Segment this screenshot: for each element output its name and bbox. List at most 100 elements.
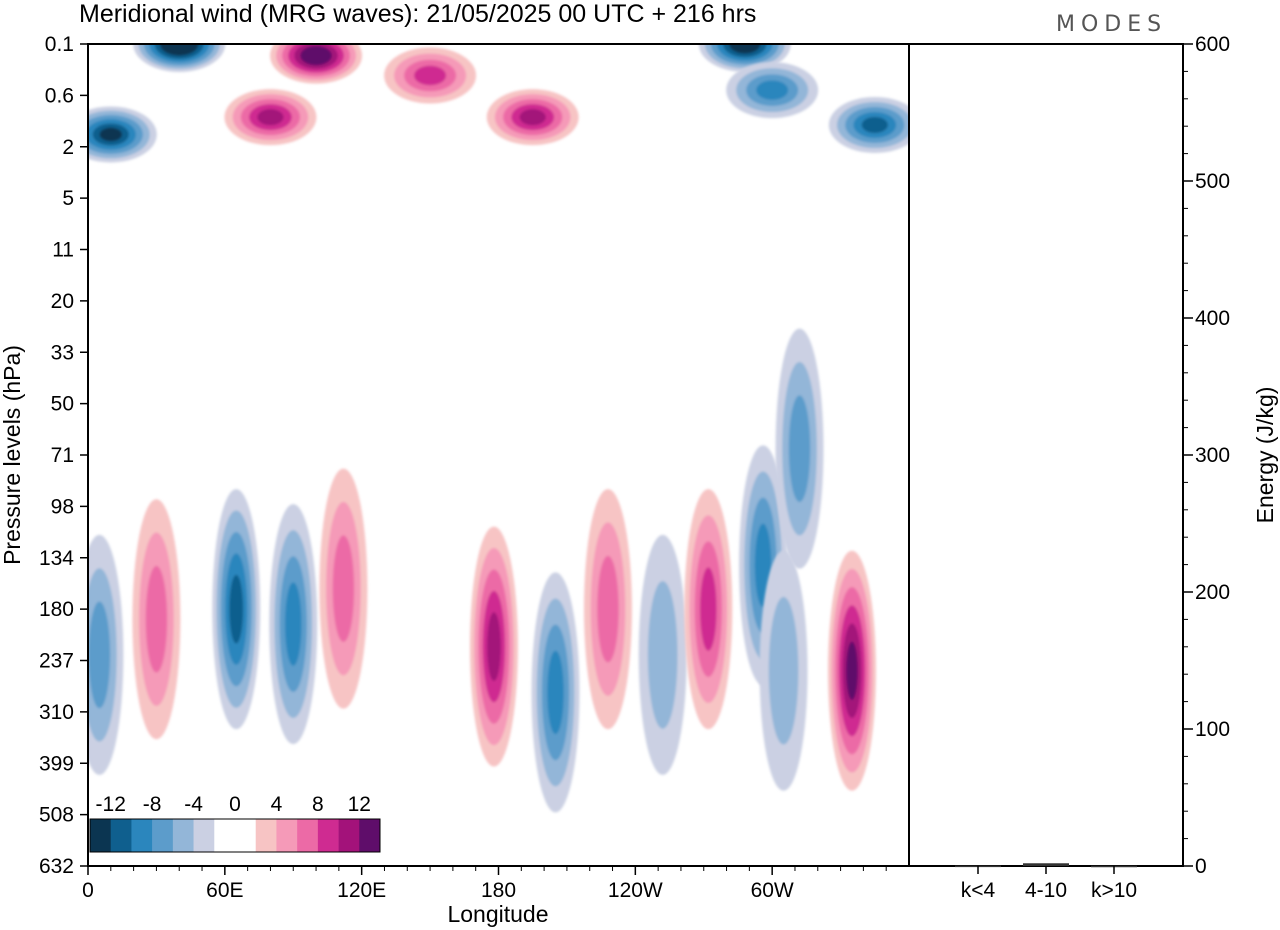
energy-tick-label: 200 [1195, 581, 1230, 604]
pressure-tick: 310 [39, 701, 88, 724]
pressure-tick-label: 632 [39, 855, 74, 878]
colorbar-swatch [214, 819, 236, 852]
pressure-tick: 98 [51, 495, 88, 518]
pressure-tick-label: 508 [39, 804, 74, 827]
contour-level [735, 44, 755, 50]
colorbar-label: 0 [229, 793, 241, 816]
colorbar-swatch [131, 819, 153, 852]
pressure-tick: 237 [39, 650, 88, 673]
pressure-tick-label: 71 [51, 444, 74, 467]
colorbar-label: 8 [312, 793, 324, 816]
pressure-tick: 20 [51, 290, 88, 313]
contour-level [170, 44, 188, 50]
category-label: k>10 [1091, 879, 1137, 902]
colorbar-swatch [110, 819, 132, 852]
pressure-tick: 0.1 [45, 33, 88, 56]
energy-bar [1023, 863, 1069, 866]
pressure-tick: 2 [62, 136, 88, 159]
contour-level [547, 650, 564, 735]
longitude-tick: 180 [481, 866, 614, 902]
pressure-tick-label: 310 [39, 701, 74, 724]
pressure-tick: 33 [51, 341, 88, 364]
contour-level [647, 581, 678, 729]
contour-feature [469, 526, 518, 767]
contour-level [756, 80, 789, 100]
contour-level [700, 567, 717, 651]
energy-tick-label: 0 [1195, 855, 1207, 878]
chart-title: Meridional wind (MRG waves): 21/05/2025 … [79, 0, 756, 28]
pressure-tick-label: 237 [39, 650, 74, 673]
pressure-tick-label: 20 [51, 290, 74, 313]
colorbar-swatch [297, 819, 319, 852]
contour-level [284, 582, 302, 666]
pressure-tick-label: 5 [62, 187, 74, 210]
longitude-tick-label: 180 [481, 879, 516, 902]
contour-feature [638, 534, 687, 775]
contour-feature [384, 47, 477, 104]
contour-feature [270, 44, 363, 84]
contour-feature [212, 489, 261, 730]
colorbar-swatch [152, 819, 174, 852]
pressure-tick: 50 [51, 393, 88, 416]
contour-level [145, 565, 168, 673]
colorbar-swatch [359, 819, 381, 852]
contour-level [306, 49, 326, 62]
energy-tick: 300 [1183, 444, 1230, 467]
contour-feature [684, 489, 733, 730]
energy-tick: 100 [1183, 718, 1230, 741]
colorbar-frame [89, 818, 381, 853]
contour-level [519, 109, 546, 126]
pressure-tick-label: 11 [52, 239, 74, 262]
contour-level [768, 596, 799, 745]
colorbar-swatch [172, 819, 194, 852]
pressure-tick: 71 [51, 444, 88, 467]
longitude-tick-label: 60W [751, 879, 794, 902]
colorbar: -12 -8 -4 0 4 8 12 [89, 793, 381, 853]
contour-feature [531, 572, 580, 813]
pressure-tick: 11 [52, 239, 88, 262]
longitude-tick-label: 60E [206, 879, 243, 902]
contour-feature [759, 550, 808, 791]
contour-feature [827, 550, 876, 791]
colorbar-swatch [255, 819, 277, 852]
contour-level [597, 555, 619, 663]
contour-field [88, 44, 909, 813]
energy-tick: 200 [1183, 581, 1230, 604]
pressure-tick: 632 [39, 855, 88, 878]
longitude-tick: 0 [82, 866, 203, 902]
pressure-tick: 5 [62, 187, 88, 210]
pressure-tick-label: 399 [39, 752, 74, 775]
colorbar-label: -12 [96, 793, 126, 816]
pressure-tick-label: 180 [39, 598, 74, 621]
contour-feature [269, 504, 318, 745]
category-label: k<4 [961, 879, 996, 902]
colorbar-label: -8 [143, 793, 162, 816]
energy-tick: 400 [1183, 307, 1230, 330]
energy-tick-label: 400 [1195, 307, 1230, 330]
energy-axis: 0 100 200 300 400 500 600 [1183, 33, 1230, 878]
pressure-tick: 508 [39, 804, 88, 827]
contour-level [414, 65, 447, 86]
contour-feature [88, 534, 124, 775]
pressure-tick-label: 98 [51, 495, 74, 518]
energy-axis-label: Energy (J/kg) [1252, 387, 1278, 524]
longitude-tick: 120E [337, 866, 477, 902]
longitude-tick: 120W [608, 866, 750, 902]
contour-level [788, 395, 811, 502]
x-axis-label: Longitude [447, 901, 548, 927]
contour-feature [726, 62, 819, 119]
colorbar-label: -4 [184, 793, 203, 816]
colorbar-swatch [276, 819, 298, 852]
longitude-tick-label: 0 [82, 879, 94, 902]
longitude-tick: 60W [751, 866, 887, 902]
colorbar-swatch [90, 819, 112, 852]
energy-tick: 600 [1183, 33, 1230, 56]
contour-feature [132, 499, 181, 740]
pressure-tick: 134 [39, 547, 88, 570]
colorbar-label: 12 [348, 793, 371, 816]
contour-level [861, 116, 888, 133]
pressure-tick: 0.6 [45, 84, 88, 107]
energy-tick-label: 600 [1195, 33, 1230, 56]
contour-feature [828, 96, 909, 153]
